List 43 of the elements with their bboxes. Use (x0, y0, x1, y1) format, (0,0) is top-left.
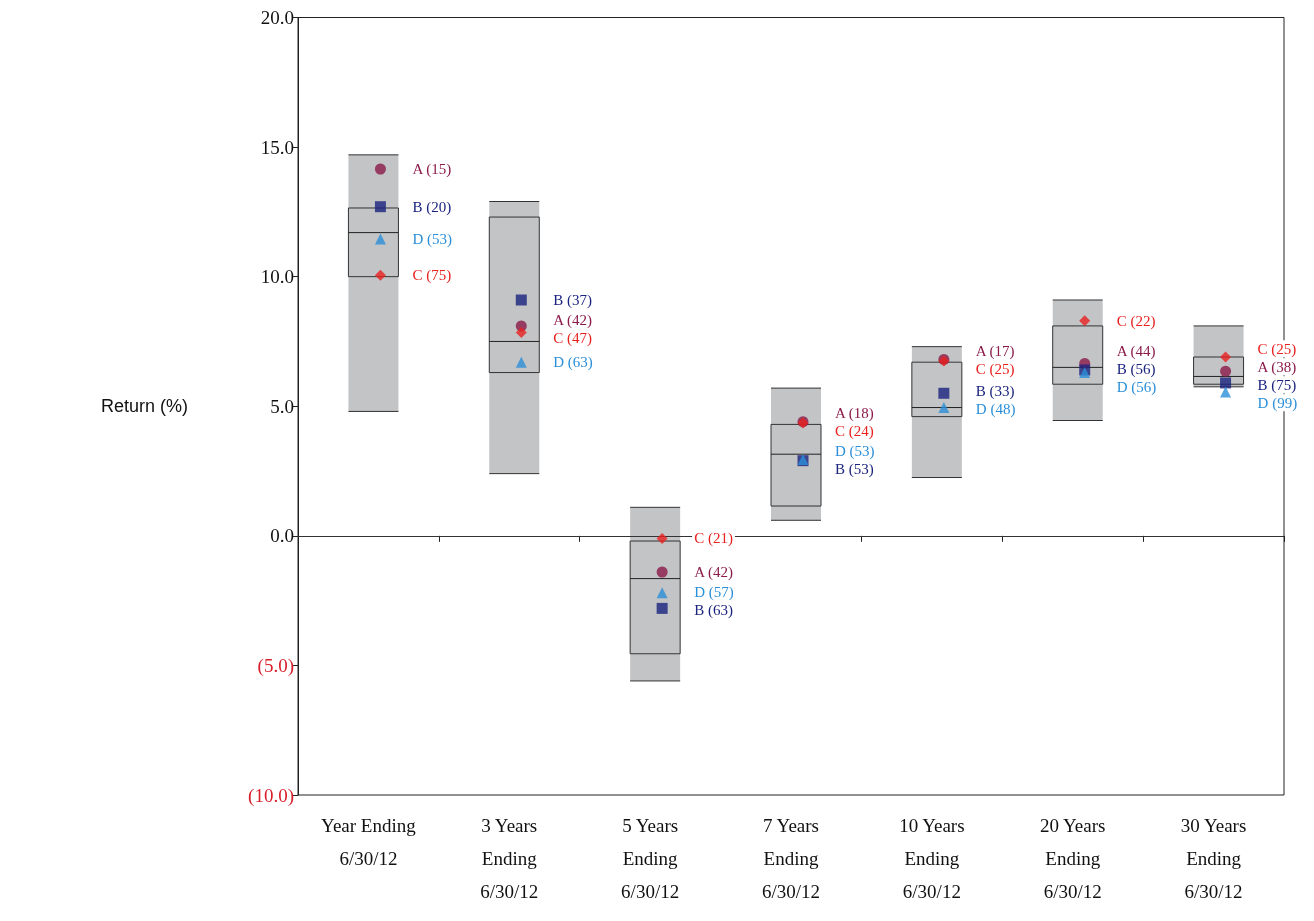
annotation: A (42) (553, 312, 593, 330)
annotation: B (33) (975, 383, 1015, 401)
x-tick-label: 20 Years Ending 6/30/12 (1039, 815, 1106, 902)
x-tick-label: 7 Years Ending 6/30/12 (761, 815, 821, 902)
y-tick-label: 0.0 (270, 525, 294, 547)
annotation: A (42) (694, 564, 733, 582)
annotation: A (15) (412, 161, 452, 179)
annotation: C (75) (412, 267, 452, 285)
annotation: D (53) (835, 443, 875, 461)
annotation: B (63) (694, 601, 733, 619)
annotation: A (44) (1116, 342, 1156, 360)
annotation: C (21) (694, 530, 733, 548)
annotation: A (18) (835, 405, 874, 423)
annotation: A (38) (1257, 358, 1297, 376)
x-tick-label: 5 Years Ending 6/30/12 (621, 815, 680, 902)
annotation: C (25) (975, 361, 1015, 379)
x-tick-label: Year Ending 6/30/12 (321, 815, 417, 869)
annotation: C (25) (1257, 340, 1297, 358)
annotation: C (22) (1116, 312, 1156, 330)
x-tick-label: 3 Years Ending 6/30/12 (480, 815, 539, 902)
x-tick-label: 30 Years Ending 6/30/12 (1180, 815, 1247, 902)
annotation: B (56) (1116, 360, 1156, 378)
annotation: D (56) (1116, 378, 1157, 396)
annotation: A (17) (975, 343, 1015, 361)
annotation: C (24) (835, 423, 874, 441)
y-tick-label: (5.0) (257, 654, 294, 677)
y-tick-label: 10.0 (260, 266, 294, 288)
annotation: B (37) (553, 291, 593, 309)
y-tick-label: 5.0 (270, 395, 294, 417)
annotation: D (53) (412, 231, 453, 249)
x-tick-label: 10 Years Ending 6/30/12 (899, 815, 965, 902)
annotation: D (63) (553, 354, 593, 372)
y-axis-title: Return (%) (100, 396, 188, 417)
annotation: C (47) (553, 330, 593, 348)
annotation: D (57) (694, 583, 734, 601)
annotation: B (20) (412, 198, 452, 216)
annotation: D (48) (975, 401, 1016, 419)
annotation: B (75) (1257, 376, 1297, 394)
y-tick-label: 15.0 (260, 136, 294, 158)
y-tick-label: 20.0 (260, 7, 294, 28)
annotation: D (99) (1257, 394, 1298, 412)
y-tick-label: (10.0) (248, 784, 294, 807)
annotation: B (53) (835, 461, 874, 479)
